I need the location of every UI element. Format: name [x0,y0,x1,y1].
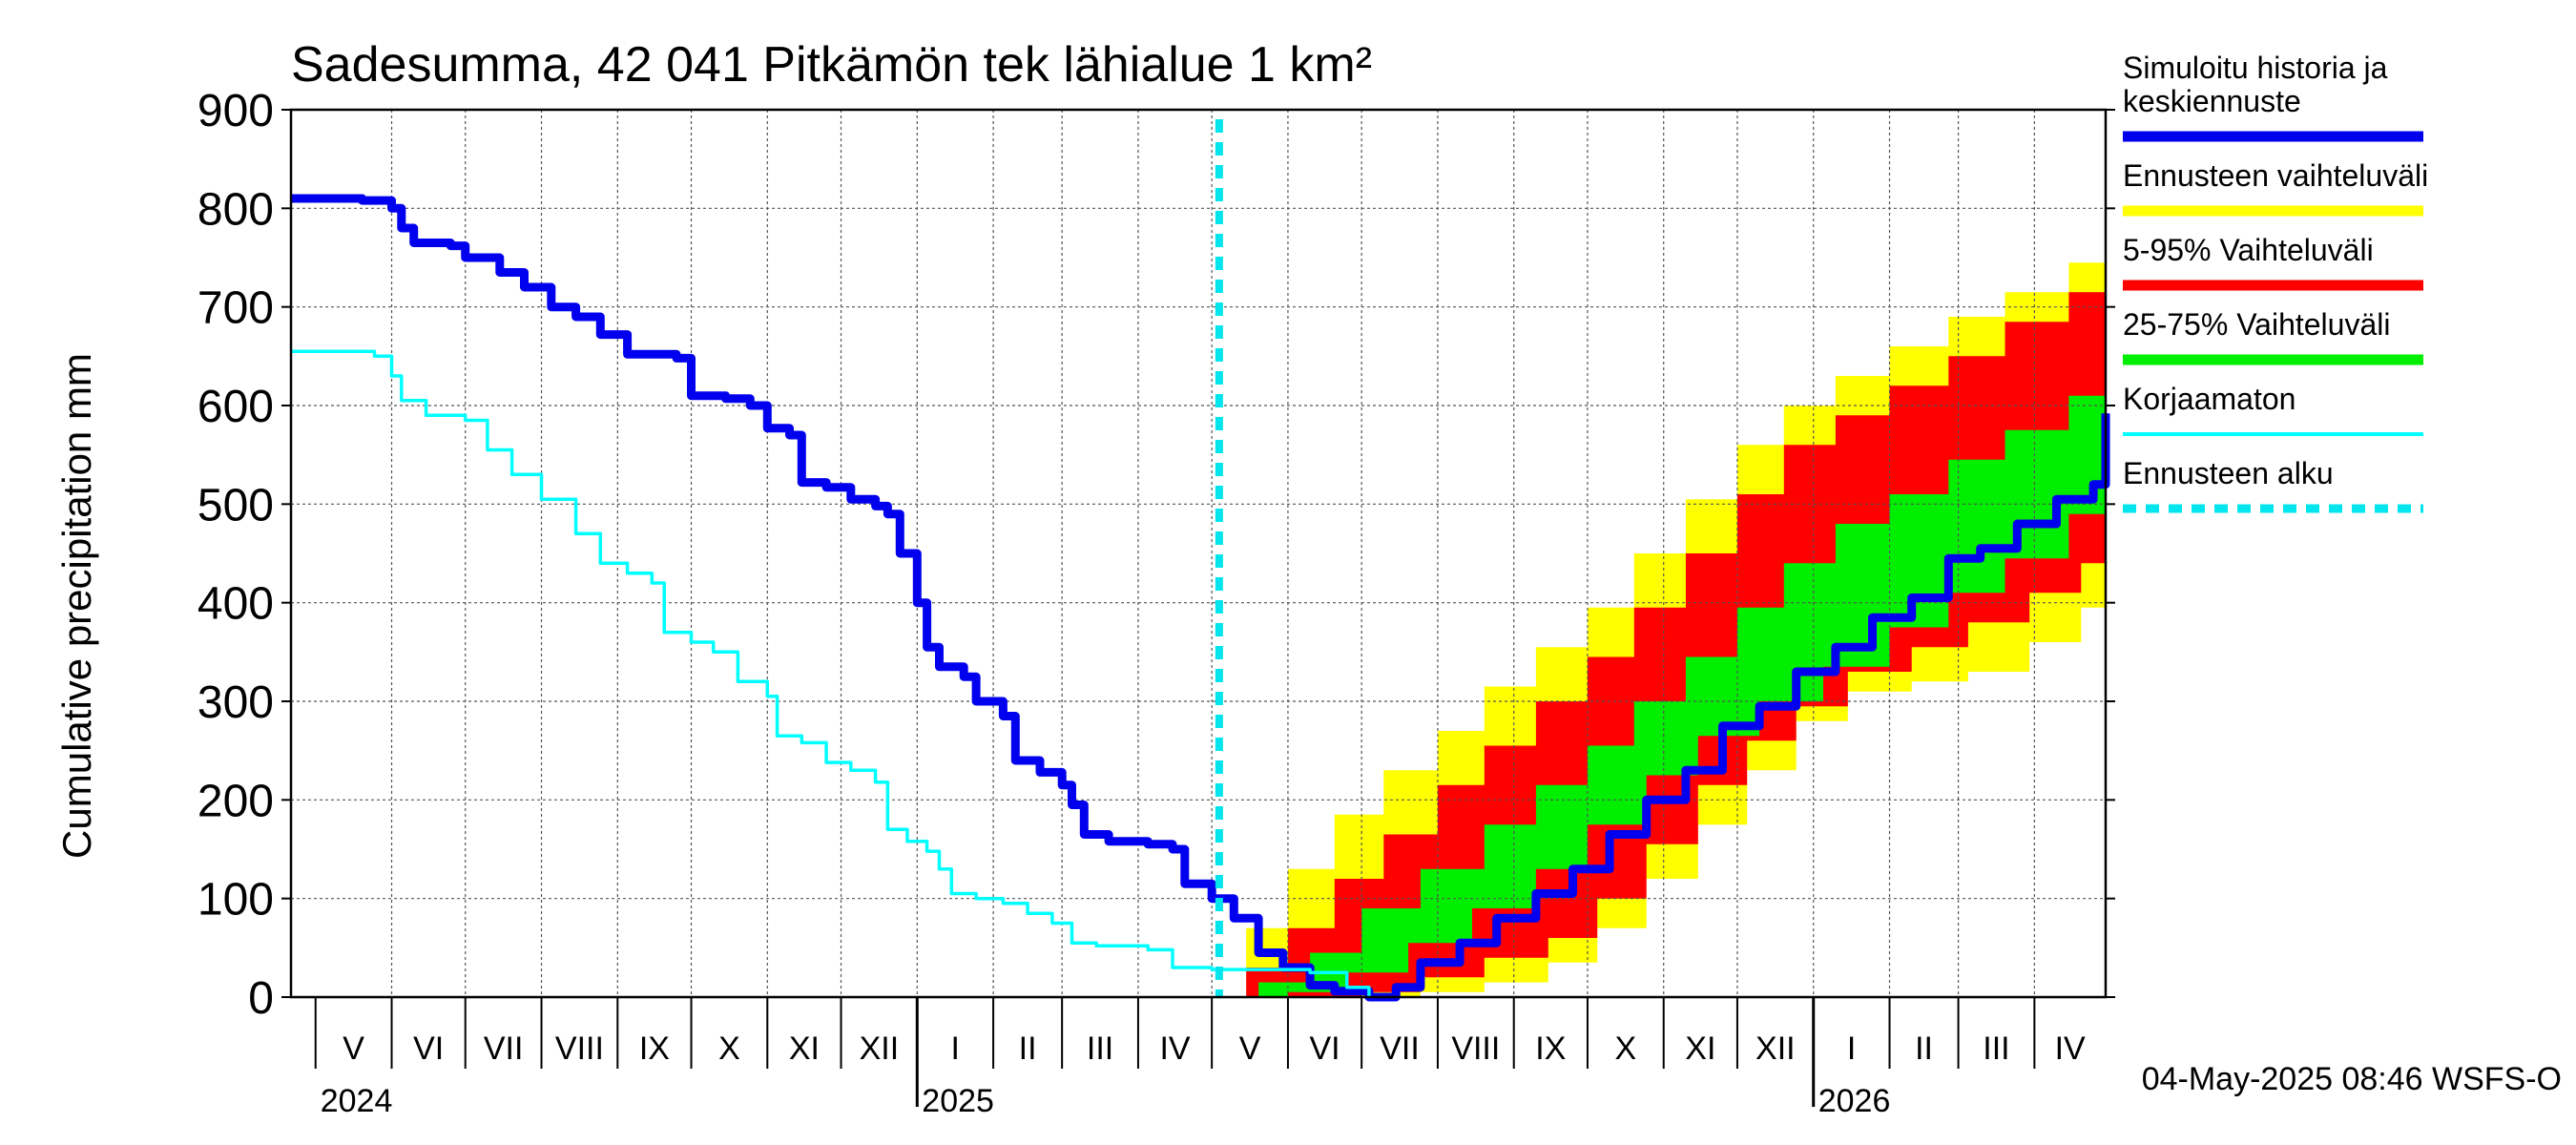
legend-label: Ennusteen vaihteluväli [2123,158,2428,193]
legend-label: 5-95% Vaihteluväli [2123,233,2374,267]
month-label: VIII [555,1030,604,1067]
y-tick-label: 400 [197,579,274,630]
y-tick-label: 100 [197,875,274,926]
month-label: II [1019,1030,1037,1067]
month-label: VI [1309,1030,1340,1067]
y-tick-label: 300 [197,677,274,728]
month-label: III [1087,1030,1113,1067]
y-tick-label: 500 [197,480,274,531]
band-1 [1218,252,2106,997]
month-label: I [1847,1030,1856,1067]
y-tick-label: 600 [197,382,274,432]
series-line-1 [291,349,1371,997]
y-tick-label: 0 [248,973,274,1024]
legend-label: Ennusteen alku [2123,456,2334,490]
month-label: X [718,1030,740,1067]
series-lines [291,119,2110,1002]
month-label: XI [1685,1030,1715,1067]
month-label: IV [2055,1030,2086,1067]
y-tick-label: 200 [197,776,274,826]
forecast-bands [1218,242,2106,997]
month-label: IV [1159,1030,1190,1067]
grid [291,110,2106,997]
month-label: VIII [1451,1030,1500,1067]
y-tick-label: 900 [197,86,274,136]
month-label: X [1614,1030,1636,1067]
legend-label: Korjaamaton [2123,382,2296,416]
chart-title: Sadesumma, 42 041 Pitkämön tek lähialue … [291,37,1372,93]
legend-label: Simuloitu historia ja [2123,51,2388,85]
month-label: VII [1380,1030,1420,1067]
month-label: V [343,1030,364,1067]
year-label: 2025 [922,1083,994,1119]
month-label: VI [413,1030,444,1067]
month-label: I [950,1030,959,1067]
plot-frame [289,108,2108,999]
month-label: V [1239,1030,1261,1067]
year-label: 2026 [1818,1083,1891,1119]
month-label: IX [1535,1030,1566,1067]
legend-label: keskiennuste [2123,84,2301,118]
year-label: 2024 [321,1083,393,1119]
month-label: II [1915,1030,1933,1067]
legend-label: 25-75% Vaihteluväli [2123,307,2390,342]
month-label: III [1983,1030,2009,1067]
timestamp: 04-May-2025 08:46 WSFS-O [2142,1061,2562,1097]
y-tick-label: 800 [197,184,274,235]
month-label: XI [789,1030,820,1067]
series-line-0 [291,194,2110,1002]
month-label: XII [1755,1030,1796,1067]
y-tick-label: 700 [197,283,274,334]
month-label: VII [484,1030,524,1067]
y-axis-label: Cumulative precipitation mm [54,353,99,859]
month-label: XII [860,1030,900,1067]
month-label: IX [639,1030,670,1067]
